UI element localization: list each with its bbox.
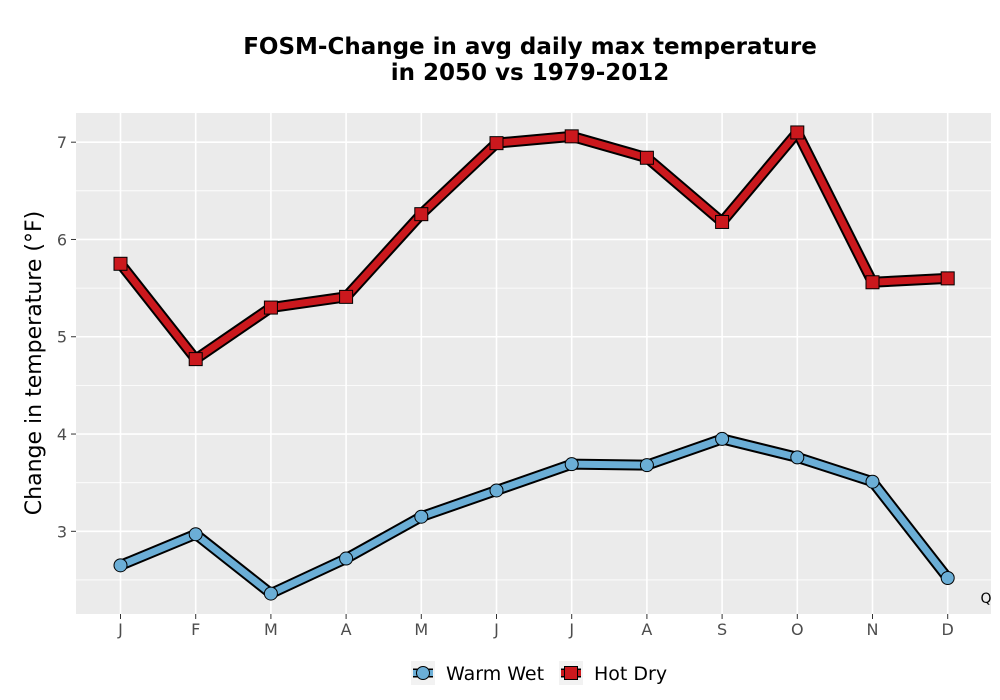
x-tick-label: D (942, 620, 954, 639)
hot-dry-point (188, 352, 203, 367)
hot-dry-point (639, 150, 654, 165)
major-gridlines (76, 113, 991, 614)
hot-dry-point (865, 275, 880, 290)
warm-wet-point (715, 431, 730, 446)
hot-dry-point (263, 300, 278, 315)
hot-dry-point (715, 214, 730, 229)
legend: Warm Wet Hot Dry (411, 661, 667, 685)
warm-wet-point (113, 558, 128, 573)
series-layer (113, 125, 955, 601)
plot-panel (76, 113, 991, 614)
hot-dry-point (414, 207, 429, 222)
warm-wet-point (639, 458, 654, 473)
y-tick-label: 6 (57, 230, 67, 249)
hot-dry-point (564, 129, 579, 144)
legend-label-warm-wet: Warm Wet (446, 663, 544, 685)
warm-wet-point (188, 527, 203, 542)
x-tick-label: A (641, 620, 652, 639)
y-tick-label: 7 (57, 133, 67, 152)
chart-title-line-1: FOSM-Change in avg daily max temperature (243, 34, 817, 60)
hot-dry-point (790, 125, 805, 140)
hot-dry-line (117, 128, 952, 363)
x-tick-label: J (568, 620, 574, 639)
y-axis-title: Change in temperature (°F) (22, 211, 47, 515)
x-tick-label: M (414, 620, 428, 639)
hot-dry-point (339, 289, 354, 304)
x-tick-label: J (493, 620, 499, 639)
warm-wet-point (790, 450, 805, 465)
legend-circle-marker (416, 666, 430, 680)
corner-label: Q (980, 591, 991, 607)
warm-wet-point (940, 571, 955, 586)
legend-square-marker (564, 666, 578, 680)
x-tick-label: A (341, 620, 352, 639)
warm-wet-point (414, 509, 429, 524)
x-tick-label: O (791, 620, 804, 639)
hot-dry-point (113, 256, 128, 271)
minor-gridlines (76, 190, 991, 581)
x-tick-label: N (867, 620, 879, 639)
warm-wet-point (489, 483, 504, 498)
x-tick-label: F (191, 620, 200, 639)
y-tick-label: 3 (57, 522, 67, 541)
warm-wet-point (263, 586, 278, 601)
y-tick-label: 4 (57, 425, 67, 444)
y-tick-label: 5 (57, 328, 67, 347)
x-tick-label: J (117, 620, 123, 639)
hot-dry-point (489, 136, 504, 151)
warm-wet-point (865, 474, 880, 489)
hot-dry-point (940, 271, 955, 286)
x-tick-label: M (264, 620, 278, 639)
x-tick-label: S (717, 620, 727, 639)
warm-wet-point (564, 457, 579, 472)
warm-wet-point (339, 551, 354, 566)
y-axis-ticks: 3 4 5 6 7 (57, 133, 76, 541)
warm-wet-line (117, 435, 952, 598)
chart-title-line-2: in 2050 vs 1979-2012 (391, 60, 670, 86)
legend-label-hot-dry: Hot Dry (594, 663, 667, 685)
